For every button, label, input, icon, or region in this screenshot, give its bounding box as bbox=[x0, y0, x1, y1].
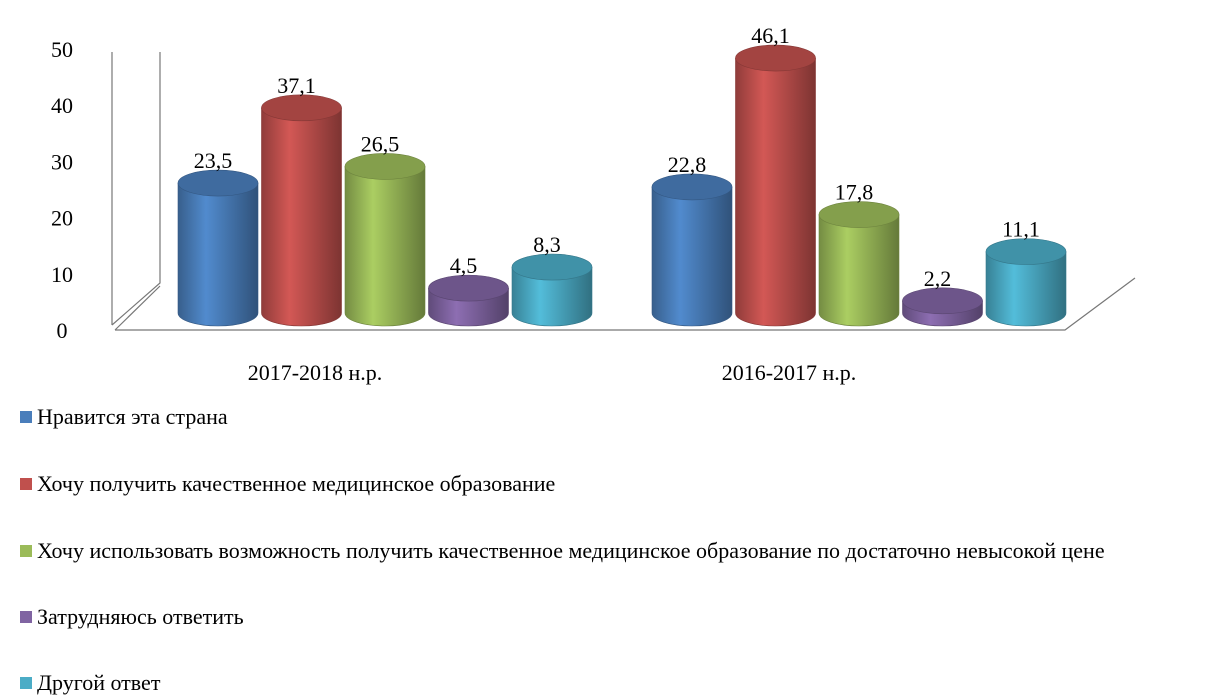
axes-frame bbox=[111, 52, 1136, 331]
legend-item: Затрудняюсь ответить bbox=[20, 604, 1205, 630]
data-label: 26,5 bbox=[361, 132, 400, 157]
legend-item: Хочу использовать возможность получить к… bbox=[20, 538, 1205, 564]
y-tick-label: 10 bbox=[51, 262, 73, 287]
legend-swatch bbox=[20, 545, 32, 557]
legend-label: Другой ответ bbox=[37, 670, 161, 695]
y-tick-label: 50 bbox=[51, 37, 73, 62]
bar-top bbox=[651, 173, 733, 201]
bar-top bbox=[261, 94, 342, 122]
data-label: 17,8 bbox=[835, 180, 874, 205]
bar-top bbox=[177, 169, 259, 197]
bar bbox=[511, 266, 593, 327]
bar bbox=[177, 182, 259, 327]
data-label: 8,3 bbox=[533, 232, 561, 257]
x-tick-label: 2016-2017 н.р. bbox=[722, 360, 857, 385]
y-tick-label: 0 bbox=[57, 318, 68, 343]
data-label: 23,5 bbox=[194, 148, 233, 173]
bar-top bbox=[735, 44, 816, 72]
legend-label: Нравится эта страна bbox=[37, 404, 228, 429]
bar-top bbox=[985, 238, 1067, 265]
legend-item: Хочу получить качественное медицинское о… bbox=[20, 471, 1205, 497]
chart: 0 10 20 30 40 50 2017-2018 н.р. 23,5 37,1 26,5 4,5… bbox=[51, 23, 1136, 385]
legend-swatch bbox=[20, 677, 32, 689]
data-label: 37,1 bbox=[277, 73, 316, 98]
data-label: 4,5 bbox=[450, 253, 478, 278]
bar-top bbox=[428, 274, 509, 302]
legend-swatch bbox=[20, 411, 32, 423]
x-tick-label: 2017-2018 н.р. bbox=[248, 360, 383, 385]
data-label: 2,2 bbox=[924, 266, 952, 291]
legend-item: Другой ответ bbox=[20, 670, 1205, 696]
y-tick-label: 40 bbox=[51, 93, 73, 118]
legend-swatch bbox=[20, 611, 32, 623]
legend-label: Хочу использовать возможность получить к… bbox=[37, 538, 1105, 563]
bar-top bbox=[902, 287, 983, 315]
data-label: 46,1 bbox=[751, 23, 790, 48]
legend-label: Затрудняюсь ответить bbox=[37, 604, 244, 629]
bar-top bbox=[511, 253, 593, 281]
legend-swatch bbox=[20, 478, 32, 490]
legend-item: Нравится эта страна bbox=[20, 404, 1205, 430]
y-tick-label: 20 bbox=[51, 206, 73, 231]
bar-top bbox=[818, 201, 900, 228]
bar bbox=[651, 186, 733, 327]
data-label: 22,8 bbox=[668, 152, 707, 177]
bar bbox=[735, 57, 816, 327]
bar bbox=[261, 107, 342, 327]
bar bbox=[985, 251, 1067, 327]
y-tick-label: 30 bbox=[51, 149, 73, 174]
bar bbox=[344, 166, 426, 327]
legend-label: Хочу получить качественное медицинское о… bbox=[37, 471, 556, 496]
bar bbox=[818, 214, 900, 327]
bar-top bbox=[344, 153, 426, 180]
data-label: 11,1 bbox=[1002, 217, 1040, 242]
